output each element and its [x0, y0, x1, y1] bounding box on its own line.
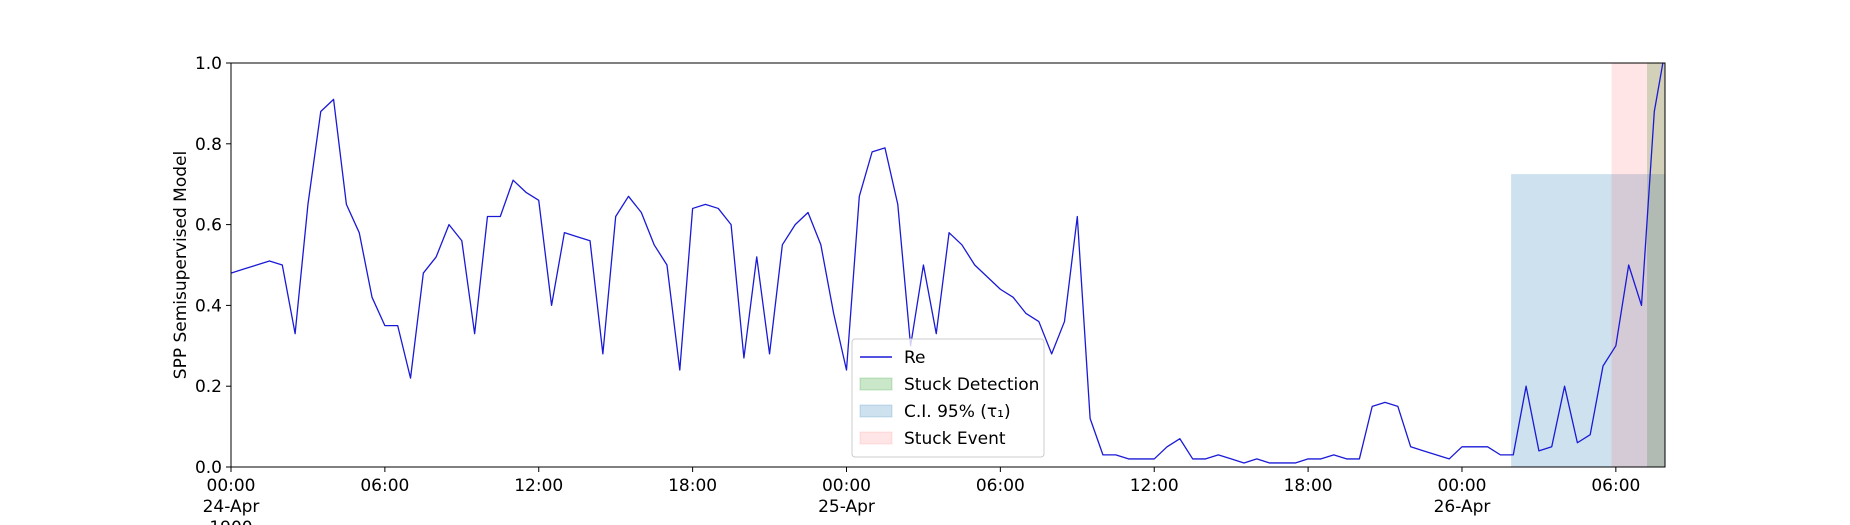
- legend-patch: [859, 404, 893, 418]
- legend-patch: [859, 377, 893, 391]
- y-tick-label: 0.4: [195, 296, 222, 316]
- y-axis-label: SPP Semisupervised Model: [171, 151, 191, 379]
- line: [230, 62, 1664, 464]
- legend-label: Stuck Event: [904, 429, 1006, 449]
- legend-label: Stuck Detection: [904, 375, 1039, 395]
- legend-label: C.I. 95% (τ₁): [904, 402, 1011, 422]
- x-tick-label: 12:00: [514, 476, 563, 496]
- x-tick-label: 06:00: [360, 476, 409, 496]
- legend-patch: [859, 431, 893, 445]
- x-tick-label: 00:00 26-Apr: [1434, 476, 1491, 517]
- x-tick-label: 06:00: [1591, 476, 1640, 496]
- x-tick-label: 06:00: [976, 476, 1025, 496]
- x-tick-label: 18:00: [668, 476, 717, 496]
- x-tick-label: 00:00 25-Apr: [818, 476, 875, 517]
- span: [1511, 174, 1665, 467]
- legend-box: [851, 338, 1045, 458]
- x-tick-label: 18:00: [1284, 476, 1333, 496]
- x-tick-label: 12:00: [1130, 476, 1179, 496]
- y-tick-label: 1.0: [195, 54, 222, 74]
- y-tick-label: 0.2: [195, 377, 222, 397]
- span: [1647, 63, 1665, 467]
- y-tick-label: 0.8: [195, 135, 222, 155]
- legend-label: Re: [904, 348, 926, 368]
- y-tick-label: 0.0: [195, 458, 222, 478]
- y-tick-label: 0.6: [195, 216, 222, 236]
- span: [1611, 63, 1665, 467]
- plot-frame: [230, 62, 1666, 468]
